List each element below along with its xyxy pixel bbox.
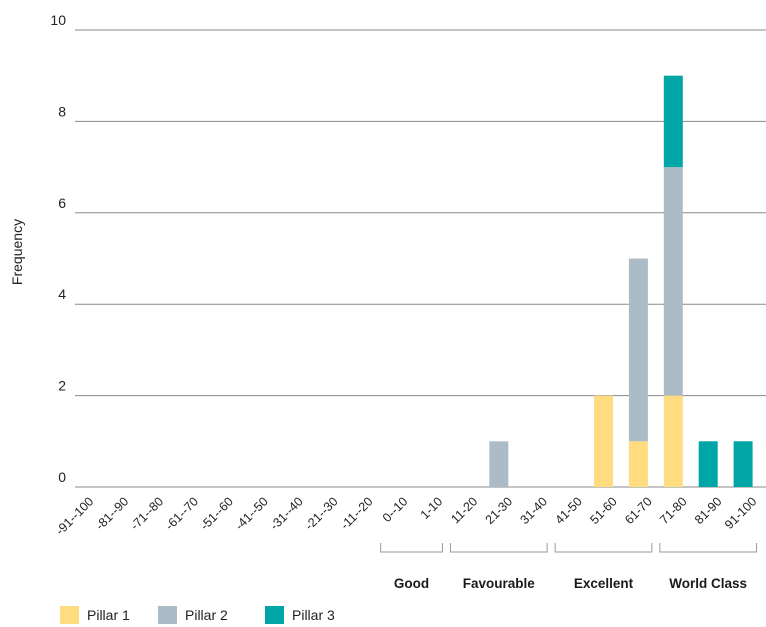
x-tick-label: -91--100 [53,494,96,537]
legend-swatch [265,606,284,624]
x-tick-label: -61--70 [163,494,201,532]
y-axis-ticks: 0 2 4 6 8 10 [50,12,66,485]
y-tick-label: 2 [58,378,66,394]
gridlines [75,29,766,488]
bars: Pillar 2 21-30: 1 Pillar 1 51-60: 2 Pillar… [489,75,753,487]
bar-segment: Pillar 1 61-70: 1 [628,441,648,487]
group-label: Good [394,576,429,591]
x-tick-label: 81-90 [692,494,725,527]
x-tick-label: 91-100 [722,494,759,531]
x-tick-label: -71--80 [128,494,166,532]
y-tick-label: 4 [58,286,66,302]
x-tick-label: 11-20 [448,494,480,526]
bar-segment: Pillar 2 21-30: 1 [489,441,509,487]
x-tick-label: 0--10 [380,494,411,525]
bar-segment: Pillar 1 71-80: 2 [663,395,683,487]
x-tick-label: 21-30 [483,494,516,527]
y-tick-label: 0 [58,469,66,485]
legend-label: Pillar 3 [292,607,335,623]
category-groups: Good Favourable Excellent World Class [380,543,758,591]
x-tick-label: 31-40 [518,494,551,527]
x-tick-label: -11--20 [338,494,376,532]
y-tick-label: 6 [58,195,66,211]
x-tick-label: -81--90 [93,494,131,532]
group-bracket [554,543,653,553]
y-tick-label: 8 [58,103,66,119]
legend: Pillar 1 Pillar 2 Pillar 3 [60,606,335,624]
x-tick-label: -21--30 [302,494,340,532]
group-label: World Class [669,576,747,591]
x-tick-label: 51-60 [587,494,620,527]
legend-label: Pillar 2 [185,607,228,623]
y-axis-label: Frequency [9,219,25,285]
legend-swatch [60,606,79,624]
x-tick-label: -41--50 [232,494,270,532]
group-bracket [449,543,548,553]
y-tick-label: 10 [50,12,66,28]
x-tick-label: 61-70 [622,494,655,527]
x-axis-ticks: -91--100-81--90-71--80-61--70-51--60-41-… [53,494,759,537]
group-bracket [659,543,758,553]
group-bracket [380,543,443,553]
legend-swatch [158,606,177,624]
bar-segment: Pillar 2 71-80: 5 [663,167,683,396]
group-label: Excellent [574,576,634,591]
group-label: Favourable [463,576,536,591]
bar-segment: Pillar 3 81-90: 1 [698,441,718,487]
bar-segment: Pillar 3 91-100: 1 [733,441,753,487]
x-tick-label: 71-80 [657,494,690,527]
x-tick-label: -31--40 [267,494,305,532]
legend-label: Pillar 1 [87,607,130,623]
bar-segment: Pillar 3 71-80: 2 [663,75,683,168]
x-tick-label: -51--60 [198,494,236,532]
x-tick-label: 41-50 [552,494,585,527]
x-tick-label: 1-10 [418,494,446,522]
bar-segment: Pillar 1 51-60: 2 [594,395,613,487]
bar-segment: Pillar 2 61-70: 4 [628,258,648,442]
